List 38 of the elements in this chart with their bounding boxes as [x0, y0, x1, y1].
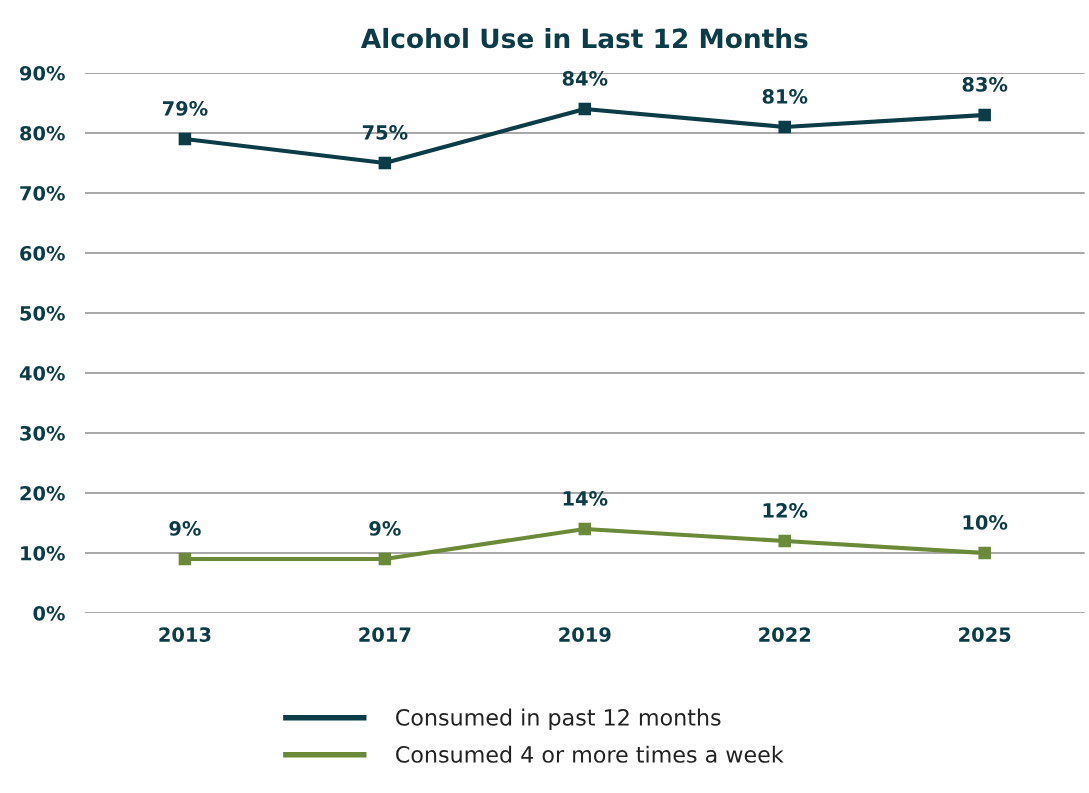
y-tick-label: 30% [20, 425, 65, 441]
x-tick-label: 2025 [959, 627, 1011, 642]
point [378, 156, 392, 170]
data-label: 9% [169, 521, 201, 536]
legend-label: Consumed in past 12 months [396, 708, 721, 731]
x-tick-label: 2022 [759, 627, 811, 642]
data-label: 10% [963, 515, 1008, 530]
data-label: 81% [762, 89, 808, 104]
chart-title: Alcohol Use in Last 12 Months [360, 27, 808, 49]
y-tick-label: 90% [19, 65, 65, 81]
point [178, 132, 192, 146]
y-tick-label: 50% [20, 305, 65, 321]
y-tick-label: 10% [21, 545, 65, 561]
point [578, 102, 592, 116]
y-tick-label: 20% [20, 485, 65, 501]
data-label: 9% [369, 521, 401, 536]
y-tick-label: 60% [20, 245, 65, 261]
point [178, 552, 192, 566]
legend-label: Consumed 4 or more times a week [396, 745, 784, 763]
data-label: 84% [562, 71, 608, 86]
y-tick-label: 70% [20, 185, 65, 201]
y-tick-label: 40% [19, 365, 65, 381]
data-label: 12% [763, 503, 808, 518]
y-tick-label: 80% [20, 125, 65, 141]
point [578, 522, 592, 536]
data-label: 83% [962, 77, 1008, 92]
point [378, 552, 392, 566]
data-label: 14% [563, 491, 608, 506]
point [778, 534, 791, 548]
point [978, 108, 991, 122]
y-tick-label: 0% [33, 605, 65, 621]
x-tick-label: 2019 [559, 627, 611, 642]
data-label: 75% [362, 125, 408, 140]
x-tick-label: 2013 [159, 627, 211, 642]
data-label: 79% [162, 101, 208, 116]
point [778, 120, 791, 134]
point [978, 546, 991, 560]
x-tick-label: 2017 [359, 627, 411, 642]
